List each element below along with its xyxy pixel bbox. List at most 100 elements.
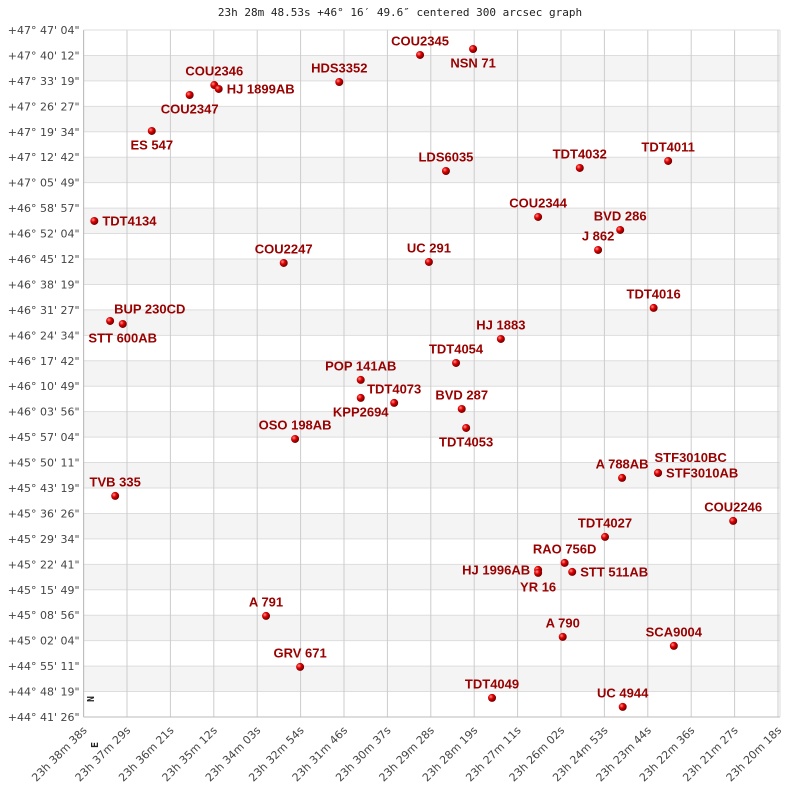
star-label: J 862 [582, 228, 615, 243]
star-marker[interactable] [669, 641, 678, 650]
star-marker[interactable] [558, 632, 567, 641]
star-marker[interactable] [90, 216, 99, 225]
star-marker[interactable] [664, 156, 673, 165]
y-tick-label: +47° 33' 19" [8, 75, 80, 88]
star-marker[interactable] [416, 50, 425, 59]
star-marker[interactable] [594, 245, 603, 254]
star-marker[interactable] [452, 358, 461, 367]
star-marker[interactable] [534, 568, 543, 577]
y-tick-label: +44° 48' 19" [8, 686, 80, 699]
star-marker[interactable] [568, 567, 577, 576]
star-marker[interactable] [575, 163, 584, 172]
star-label: TDT4011 [641, 139, 694, 154]
y-tick-label: +46° 58' 57" [8, 202, 80, 215]
y-tick-label: +46° 10' 49" [8, 380, 80, 393]
star-marker[interactable] [601, 532, 610, 541]
star-marker[interactable] [649, 303, 658, 312]
star-label: BVD 286 [594, 208, 647, 223]
y-tick-label: +45° 50' 11" [8, 457, 80, 470]
star-label: RAO 756D [533, 541, 597, 556]
star-label: UC 4944 [597, 685, 649, 700]
star-label: A 788AB [596, 456, 649, 471]
y-tick-label: +47° 26' 27" [8, 100, 80, 113]
star-marker[interactable] [560, 558, 569, 567]
star-marker[interactable] [616, 225, 625, 234]
y-tick-label: +45° 02' 04" [8, 635, 80, 648]
star-marker[interactable] [356, 393, 365, 402]
star-label: BVD 287 [435, 387, 488, 402]
y-tick-label: +45° 15' 49" [8, 584, 80, 597]
grid-band [83, 106, 781, 132]
grid-band [83, 55, 781, 81]
star-marker[interactable] [534, 212, 543, 221]
star-marker[interactable] [147, 126, 156, 135]
grid-band [83, 564, 781, 590]
star-marker[interactable] [654, 468, 663, 477]
star-label: TDT4073 [367, 381, 421, 396]
compass-north: N [86, 696, 97, 702]
y-tick-label: +46° 24' 34" [8, 329, 80, 342]
grid-band [83, 411, 781, 438]
star-marker[interactable] [390, 398, 399, 407]
star-label: HJ 1883 [476, 317, 525, 332]
y-tick-label: +47° 05' 49" [8, 177, 80, 190]
star-marker[interactable] [106, 316, 115, 325]
star-marker[interactable] [729, 516, 738, 525]
star-label: TDT4016 [627, 286, 681, 301]
star-label: TDT4027 [578, 515, 632, 530]
star-marker[interactable] [185, 91, 194, 100]
star-label: COU2346 [185, 64, 243, 79]
star-label: STT 511AB [580, 564, 648, 579]
star-label: HDS3352 [311, 60, 367, 75]
star-marker[interactable] [214, 84, 223, 93]
star-marker[interactable] [111, 491, 120, 500]
star-label: GRV 671 [274, 645, 327, 660]
star-label: COU2345 [391, 33, 449, 48]
star-marker[interactable] [262, 611, 271, 620]
star-label: LDS6035 [418, 150, 473, 165]
star-marker[interactable] [488, 693, 497, 702]
y-tick-label: +45° 57' 04" [8, 431, 80, 444]
star-label: KPP2694 [333, 404, 389, 419]
star-label: POP 141AB [325, 358, 396, 373]
star-marker[interactable] [356, 375, 365, 384]
star-marker[interactable] [457, 404, 466, 413]
y-tick-label: +45° 08' 56" [8, 609, 80, 622]
star-marker[interactable] [335, 77, 344, 86]
star-marker[interactable] [279, 258, 288, 267]
grid-band [83, 157, 781, 183]
star-marker[interactable] [618, 702, 627, 711]
chart-title: 23h 28m 48.53s +46° 16′ 49.6″ centered 3… [217, 6, 583, 19]
star-label: SCA9004 [646, 624, 703, 639]
star-label: TDT4032 [553, 146, 607, 161]
star-label: YR 16 [520, 579, 556, 594]
star-label: STF3010BC [655, 450, 728, 465]
grid-band [83, 309, 781, 336]
star-marker[interactable] [462, 423, 471, 432]
star-marker[interactable] [291, 434, 300, 443]
grid-band [83, 360, 781, 387]
star-marker[interactable] [118, 319, 127, 328]
grid-band [83, 615, 781, 641]
y-tick-label: +46° 52' 04" [8, 228, 80, 241]
star-label: HJ 1996AB [462, 562, 530, 577]
grid-band [83, 513, 781, 539]
y-tick-label: +45° 36' 26" [8, 507, 80, 520]
star-marker[interactable] [496, 334, 505, 343]
y-tick-label: +46° 03' 56" [8, 406, 80, 419]
star-marker[interactable] [296, 662, 305, 671]
star-marker[interactable] [424, 257, 433, 266]
star-marker[interactable] [618, 473, 627, 482]
star-label: TDT4134 [102, 213, 157, 228]
star-label: TVB 335 [90, 474, 141, 489]
y-tick-label: +46° 31' 27" [8, 304, 80, 317]
star-label: TDT4049 [465, 676, 519, 691]
y-tick-label: +44° 55' 11" [8, 660, 80, 673]
star-marker[interactable] [441, 167, 450, 176]
y-tick-label: +45° 22' 41" [8, 558, 80, 571]
grid-band [83, 462, 781, 488]
star-label: TDT4053 [439, 434, 493, 449]
star-marker[interactable] [469, 44, 478, 53]
star-label: A 790 [546, 615, 580, 630]
